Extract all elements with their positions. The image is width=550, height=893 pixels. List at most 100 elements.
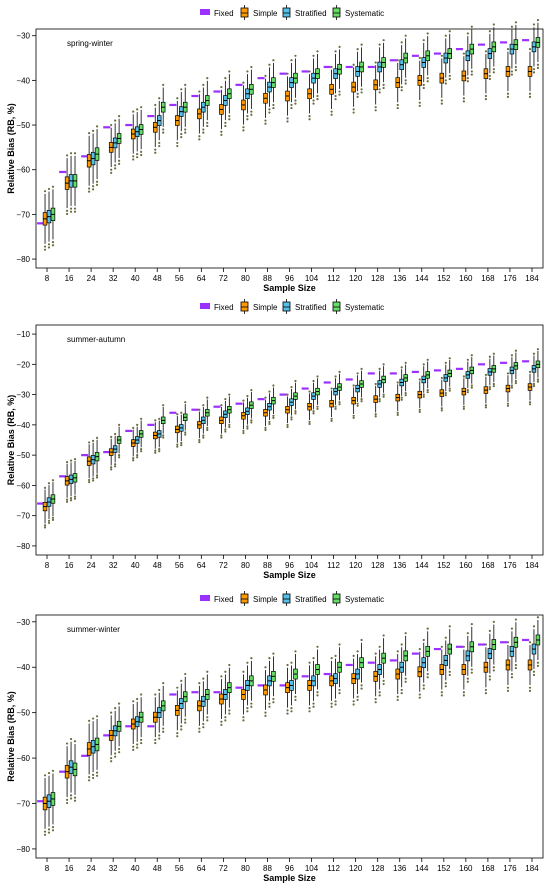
outlier <box>536 63 540 66</box>
outlier <box>484 692 488 695</box>
outlier <box>47 828 51 831</box>
outlier <box>65 460 69 464</box>
outlier <box>440 409 443 412</box>
outlier <box>95 476 99 479</box>
outlier <box>136 697 139 701</box>
outlier <box>422 83 425 86</box>
outlier <box>268 420 271 423</box>
outlier <box>73 210 77 213</box>
outlier <box>418 647 421 651</box>
outlier <box>114 707 117 710</box>
x-tick-label: 152 <box>437 864 451 873</box>
outlier <box>228 393 231 396</box>
outlier <box>514 379 517 383</box>
outlier <box>462 694 465 697</box>
outlier <box>338 370 341 374</box>
legend-key-fixed <box>200 9 210 15</box>
x-tick-label: 56 <box>175 561 184 570</box>
outlier <box>118 751 121 754</box>
outlier <box>184 131 187 134</box>
chart-panel: summer-winter −30 −40 −50 −60 −70 −80 8 16 24 32 40… <box>6 614 544 883</box>
outlier <box>378 91 381 94</box>
outlier <box>132 459 135 462</box>
outlier <box>536 18 540 22</box>
outlier <box>202 722 205 726</box>
panel-title: summer-winter <box>67 625 120 634</box>
outlier <box>382 39 385 42</box>
x-tick-label: 32 <box>109 274 118 283</box>
outlier <box>514 382 517 385</box>
outlier <box>466 632 469 635</box>
outlier <box>528 401 532 404</box>
outlier <box>51 516 55 519</box>
outlier <box>466 391 469 394</box>
y-tick-label: −30 <box>16 618 30 627</box>
x-tick-label: 72 <box>219 864 228 873</box>
outlier <box>316 98 319 101</box>
outlier <box>198 727 201 730</box>
outlier <box>224 670 227 673</box>
outlier <box>228 663 231 667</box>
outlier <box>246 115 249 118</box>
outlier <box>88 779 91 782</box>
outlier <box>158 447 161 451</box>
outlier <box>110 756 113 760</box>
outlier <box>290 661 293 664</box>
outlier <box>312 410 315 413</box>
outlier <box>272 106 275 110</box>
outlier <box>396 695 399 698</box>
outlier <box>382 83 385 86</box>
outlier <box>374 413 377 416</box>
outlier <box>220 404 223 407</box>
outlier <box>330 419 333 423</box>
outlier <box>47 521 51 525</box>
outlier <box>528 92 532 95</box>
outlier <box>180 136 183 139</box>
outlier <box>224 716 227 719</box>
y-tick-label: −40 <box>16 421 30 430</box>
outlier <box>360 684 363 687</box>
outlier <box>114 432 117 436</box>
outlier <box>176 97 179 100</box>
outlier <box>136 423 139 426</box>
outlier <box>510 25 514 28</box>
outlier <box>176 413 179 416</box>
outlier <box>484 406 488 409</box>
outlier <box>330 113 333 116</box>
y-tick-label: −70 <box>16 512 30 521</box>
outlier <box>334 407 337 410</box>
outlier <box>250 110 253 113</box>
outlier <box>136 456 139 459</box>
y-tick-label: −60 <box>16 754 30 763</box>
outlier <box>396 411 399 414</box>
outlier <box>158 450 161 453</box>
outlier <box>466 388 469 392</box>
outlier <box>286 712 289 715</box>
outlier <box>506 686 510 689</box>
outlier <box>242 129 245 132</box>
x-tick-label: 184 <box>525 561 539 570</box>
outlier <box>514 618 517 621</box>
outlier <box>418 104 421 107</box>
outlier <box>470 671 473 674</box>
outlier <box>69 737 73 741</box>
outlier <box>43 524 47 527</box>
outlier <box>264 396 267 399</box>
x-tick-label: 104 <box>305 274 319 283</box>
outlier <box>360 687 363 690</box>
legend: Fixed Simple Stratified Systematic <box>200 591 384 606</box>
x-axis-label: Sample Size <box>263 283 316 293</box>
outlier <box>352 700 355 703</box>
outlier <box>286 425 289 429</box>
outlier <box>294 650 297 653</box>
outlier <box>264 711 267 714</box>
outlier <box>268 422 271 426</box>
legend-key-fixed <box>200 303 210 309</box>
outlier <box>162 83 165 86</box>
outlier <box>334 94 337 98</box>
x-tick-label: 104 <box>305 561 319 570</box>
outlier <box>110 468 113 471</box>
outlier <box>176 141 179 145</box>
legend-key-simple <box>240 7 249 18</box>
